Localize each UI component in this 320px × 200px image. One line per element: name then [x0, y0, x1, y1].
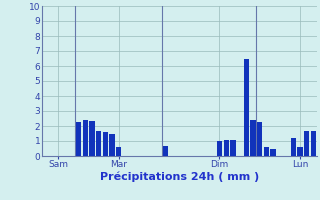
Bar	[76, 121, 81, 156]
Bar	[223, 140, 229, 156]
Bar	[109, 134, 115, 156]
Bar	[264, 147, 269, 156]
Bar	[89, 121, 95, 156]
Bar	[116, 147, 122, 156]
Bar	[103, 132, 108, 156]
Bar	[96, 130, 101, 156]
Bar	[311, 131, 316, 156]
Bar	[83, 120, 88, 156]
Bar	[270, 148, 276, 156]
Bar	[163, 146, 168, 156]
Bar	[217, 141, 222, 156]
Bar	[250, 120, 256, 156]
Bar	[304, 130, 309, 156]
X-axis label: Précipitations 24h ( mm ): Précipitations 24h ( mm )	[100, 172, 259, 182]
Bar	[291, 138, 296, 156]
Bar	[244, 58, 249, 156]
Bar	[230, 140, 236, 156]
Bar	[257, 121, 262, 156]
Bar	[297, 147, 303, 156]
